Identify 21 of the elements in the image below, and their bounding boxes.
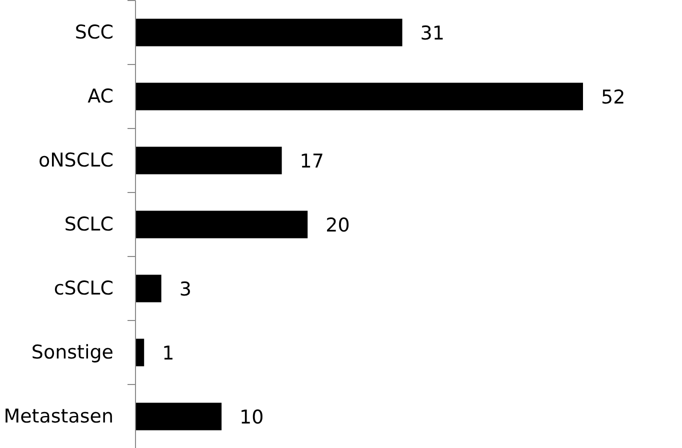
data-label: 3 <box>179 278 192 300</box>
data-label: 52 <box>601 86 626 108</box>
bar <box>136 338 144 366</box>
bar <box>136 210 308 238</box>
y-tick-label: oNSCLC <box>38 150 114 172</box>
y-tick-label: Metastasen <box>4 406 114 428</box>
y-tick-label: SCC <box>74 22 114 44</box>
data-label: 20 <box>326 214 350 236</box>
y-tick-label: SCLC <box>64 214 114 236</box>
data-label: 17 <box>300 150 324 172</box>
data-label: 1 <box>162 342 174 364</box>
y-tick-label: AC <box>88 86 114 108</box>
bar <box>136 82 583 110</box>
y-tick-label: cSCLC <box>54 278 114 300</box>
bar <box>136 18 402 46</box>
bar <box>136 146 282 174</box>
data-label: 10 <box>240 406 264 428</box>
bar <box>136 402 222 430</box>
data-label: 31 <box>420 22 444 44</box>
y-tick-label: Sonstige <box>31 342 114 364</box>
bar <box>136 274 162 302</box>
